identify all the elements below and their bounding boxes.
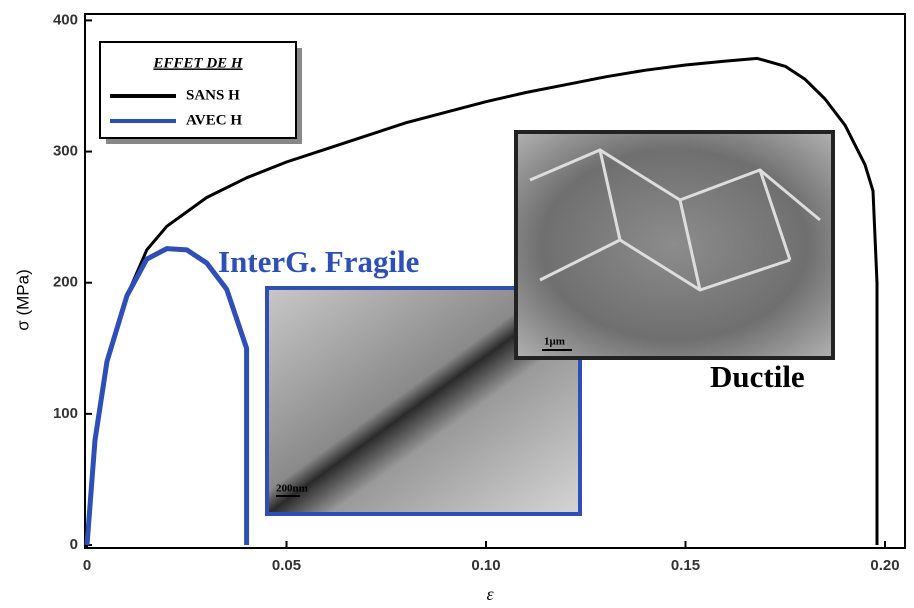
legend-label: AVEC H	[186, 112, 242, 128]
scale-label: 200nm	[276, 483, 308, 495]
x-tick-label: 0.05	[272, 557, 301, 574]
x-axis-label: ε	[486, 584, 494, 603]
y-axis-label: σ (MPa)	[13, 269, 32, 331]
data-line	[84, 246, 250, 546]
inset-image-ductile	[514, 130, 835, 360]
y-tick-label: 200	[53, 274, 78, 291]
x-tick-label: 0	[83, 557, 91, 574]
annotation: Ductile	[710, 359, 805, 394]
legend-label: SANS H	[186, 87, 240, 103]
x-tick-label: 0.20	[870, 557, 899, 574]
scale-bar	[542, 349, 572, 351]
annotation: InterG. Fragile	[218, 244, 419, 279]
legend-title: EFFET DE H	[152, 55, 244, 71]
y-tick-label: 100	[53, 405, 78, 422]
scale-bar	[276, 495, 300, 497]
y-tick-label: 0	[70, 536, 78, 553]
plot-frame	[84, 13, 906, 549]
y-tick-label: 400	[53, 11, 78, 28]
x-tick-label: 0.15	[671, 557, 700, 574]
x-tick-label: 0.10	[471, 557, 500, 574]
data-line	[85, 56, 879, 546]
scale-label: 1μm	[544, 336, 565, 348]
y-tick-label: 300	[53, 143, 78, 160]
grain-texture	[529, 148, 821, 292]
